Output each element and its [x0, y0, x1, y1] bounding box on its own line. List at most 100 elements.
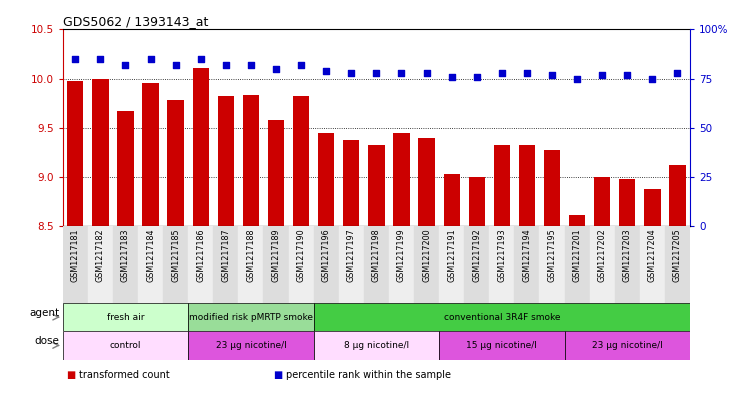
Text: 15 µg nicotine/l: 15 µg nicotine/l — [466, 341, 537, 350]
Bar — [63, 303, 188, 331]
Bar — [665, 226, 690, 303]
Bar — [590, 226, 615, 303]
Text: ■: ■ — [273, 370, 283, 380]
Text: GSM1217196: GSM1217196 — [322, 229, 331, 282]
Text: GSM1217205: GSM1217205 — [673, 229, 682, 283]
Bar — [569, 215, 585, 226]
Bar — [489, 226, 514, 303]
Text: agent: agent — [29, 308, 59, 318]
Bar — [414, 226, 439, 303]
Text: GSM1217199: GSM1217199 — [397, 229, 406, 283]
Text: control: control — [110, 341, 141, 350]
Bar — [314, 331, 439, 360]
Bar — [418, 138, 435, 226]
Point — [571, 75, 583, 82]
Point — [546, 72, 558, 78]
Bar — [464, 226, 489, 303]
Bar — [318, 133, 334, 226]
Bar — [439, 226, 464, 303]
Bar — [213, 226, 238, 303]
Point — [370, 70, 382, 76]
Point — [345, 70, 357, 76]
Bar — [514, 226, 539, 303]
Point — [270, 66, 282, 72]
Text: GSM1217195: GSM1217195 — [548, 229, 556, 283]
Bar — [544, 150, 560, 226]
Text: GSM1217187: GSM1217187 — [221, 229, 230, 282]
Bar — [339, 226, 364, 303]
Bar — [92, 79, 108, 226]
Point — [94, 56, 106, 62]
Point — [596, 72, 608, 78]
Bar — [289, 226, 314, 303]
Bar — [565, 226, 590, 303]
Bar — [243, 95, 259, 226]
Bar — [314, 226, 339, 303]
Bar — [163, 226, 188, 303]
Bar — [389, 226, 414, 303]
Point — [295, 62, 307, 68]
Text: GSM1217197: GSM1217197 — [347, 229, 356, 283]
Bar — [188, 331, 314, 360]
Text: GSM1217200: GSM1217200 — [422, 229, 431, 282]
Text: ■: ■ — [66, 370, 76, 380]
Point — [672, 70, 683, 76]
Text: GSM1217192: GSM1217192 — [472, 229, 481, 283]
Bar — [439, 331, 565, 360]
Bar — [368, 145, 384, 226]
Bar — [364, 226, 389, 303]
Point — [69, 56, 81, 62]
Bar — [218, 96, 234, 226]
Text: GSM1217183: GSM1217183 — [121, 229, 130, 282]
Point — [496, 70, 508, 76]
Bar — [113, 226, 138, 303]
Text: 8 µg nicotine/l: 8 µg nicotine/l — [344, 341, 409, 350]
Bar — [63, 226, 88, 303]
Bar — [343, 140, 359, 226]
Point — [621, 72, 633, 78]
Text: GSM1217204: GSM1217204 — [648, 229, 657, 282]
Bar — [193, 68, 209, 226]
Bar — [188, 226, 213, 303]
Text: GSM1217193: GSM1217193 — [497, 229, 506, 282]
Text: GSM1217189: GSM1217189 — [272, 229, 280, 282]
Text: GSM1217185: GSM1217185 — [171, 229, 180, 282]
Bar — [268, 120, 284, 226]
Text: GSM1217191: GSM1217191 — [447, 229, 456, 282]
Text: GSM1217203: GSM1217203 — [623, 229, 632, 282]
Bar — [293, 96, 309, 226]
Point — [320, 68, 332, 74]
Bar — [539, 226, 565, 303]
Bar — [615, 226, 640, 303]
Point — [471, 73, 483, 80]
Bar — [314, 303, 690, 331]
Text: fresh air: fresh air — [107, 313, 144, 321]
Text: 23 µg nicotine/l: 23 µg nicotine/l — [592, 341, 663, 350]
Text: GSM1217184: GSM1217184 — [146, 229, 155, 282]
Bar — [88, 226, 113, 303]
Text: conventional 3R4F smoke: conventional 3R4F smoke — [444, 313, 560, 321]
Bar — [640, 226, 665, 303]
Text: 23 µg nicotine/l: 23 µg nicotine/l — [215, 341, 286, 350]
Bar — [238, 226, 263, 303]
Point — [521, 70, 533, 76]
Text: transformed count: transformed count — [79, 370, 170, 380]
Text: GSM1217201: GSM1217201 — [573, 229, 582, 282]
Point — [245, 62, 257, 68]
Point — [195, 56, 207, 62]
Bar — [644, 189, 661, 226]
Bar — [619, 179, 635, 226]
Point — [220, 62, 232, 68]
Text: GSM1217186: GSM1217186 — [196, 229, 205, 282]
Text: GSM1217194: GSM1217194 — [523, 229, 531, 282]
Bar — [519, 145, 535, 226]
Point — [446, 73, 458, 80]
Text: GDS5062 / 1393143_at: GDS5062 / 1393143_at — [63, 15, 208, 28]
Bar — [263, 226, 289, 303]
Point — [421, 70, 432, 76]
Bar — [67, 81, 83, 226]
Text: GSM1217198: GSM1217198 — [372, 229, 381, 282]
Text: percentile rank within the sample: percentile rank within the sample — [286, 370, 451, 380]
Text: dose: dose — [34, 336, 59, 346]
Bar — [494, 145, 510, 226]
